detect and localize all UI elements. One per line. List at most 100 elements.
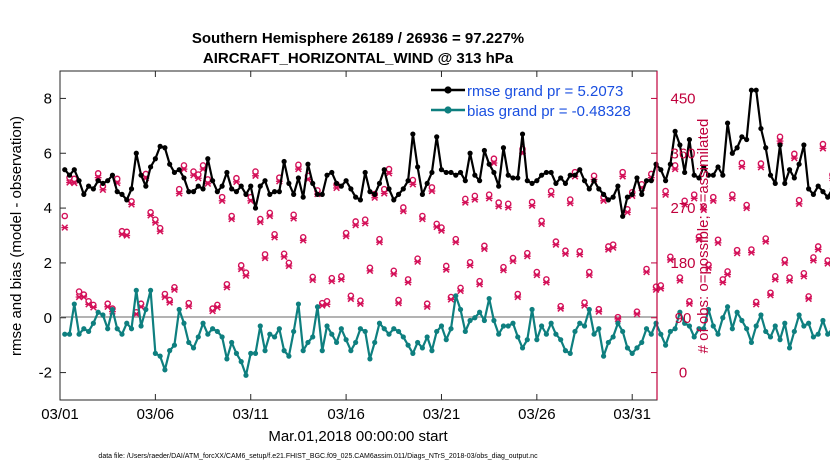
rmse-point: [147, 164, 154, 170]
obs-assimilated-point: [366, 267, 374, 275]
obs-assimilated-point: [218, 197, 226, 205]
bias-point: [810, 334, 817, 340]
rmse-point: [138, 172, 144, 178]
bias-point: [443, 337, 449, 343]
obs-assimilated-point: [552, 241, 560, 248]
bias-point: [109, 306, 116, 313]
bias-point: [152, 350, 158, 356]
rmse-point: [90, 186, 96, 192]
obs-assimilated-point: [528, 202, 536, 209]
obs-assimilated-point: [695, 236, 703, 244]
bias-point: [701, 326, 707, 332]
bias-point: [262, 348, 268, 354]
bias-point: [734, 309, 740, 315]
bias-point: [472, 315, 478, 321]
rmse-point: [176, 167, 182, 173]
rmse-point: [152, 156, 158, 162]
rmse-point: [162, 145, 168, 151]
bias-point: [801, 323, 807, 329]
rmse-point: [672, 128, 678, 134]
bias-point: [529, 306, 535, 313]
rmse-point: [248, 183, 254, 189]
bias-point: [186, 339, 192, 346]
rmse-point: [744, 136, 750, 143]
bias-point: [748, 339, 755, 346]
obs-assimilated-point: [814, 246, 822, 253]
obs-assimilated-point: [233, 178, 240, 186]
bias-point: [333, 339, 340, 346]
bias-point: [615, 320, 621, 326]
bias-point: [167, 348, 173, 354]
rmse-point: [820, 189, 826, 195]
rmse-point: [801, 142, 807, 148]
bias-point: [229, 339, 235, 346]
rmse-point: [758, 125, 764, 132]
bias-point: [796, 312, 802, 318]
bias-point: [567, 350, 573, 356]
bias-point: [486, 295, 492, 302]
bias-point: [739, 317, 745, 324]
bias-point: [600, 353, 607, 359]
bias-point: [820, 317, 826, 324]
obs-assimilated-point: [395, 299, 402, 307]
rmse-point: [467, 150, 473, 156]
obs-assimilated-point: [676, 277, 684, 284]
rmse-point: [128, 186, 135, 192]
obs-assimilated-point: [299, 237, 307, 244]
rmse-point: [324, 172, 330, 178]
rmse-point: [658, 167, 664, 173]
rmse-point: [472, 172, 478, 178]
bias-point: [200, 320, 206, 326]
rmse-point: [772, 180, 778, 187]
bias-point: [324, 323, 330, 329]
bias-point: [381, 326, 387, 332]
rmse-point: [348, 186, 354, 192]
obs-assimilated-point: [819, 145, 827, 152]
bias-point: [86, 328, 92, 335]
obs-assimilated-point: [194, 174, 202, 182]
obs-assimilated-point: [743, 204, 751, 212]
rmse-point: [157, 143, 163, 149]
bias-point: [143, 306, 149, 313]
obs-assimilated-point: [161, 293, 169, 301]
obs-assimilated-point: [442, 266, 450, 273]
obs-assimilated-point: [810, 257, 817, 264]
obs-assimilated-point: [805, 295, 813, 303]
bias-point: [724, 304, 731, 310]
rmse-point: [610, 194, 616, 200]
rmse-point: [95, 178, 101, 184]
obs-possible-point: [490, 155, 498, 163]
bias-point: [138, 323, 144, 329]
rmse-point: [415, 164, 421, 170]
right-y-tick-label: 180: [670, 255, 695, 272]
obs-possible-point: [776, 133, 784, 141]
bias-point: [539, 323, 545, 329]
obs-assimilated-point: [266, 212, 274, 220]
rmse-point: [167, 161, 173, 167]
bias-point: [481, 317, 487, 324]
rmse-point: [267, 191, 273, 197]
obs-assimilated-point: [781, 259, 789, 267]
rmse-point: [205, 156, 211, 162]
obs-possible-point: [61, 212, 69, 220]
obs-possible-point: [295, 161, 302, 169]
bias-point: [362, 328, 368, 335]
rmse-point: [62, 167, 68, 173]
obs-assimilated-point: [657, 285, 665, 292]
obs-assimilated-point: [762, 238, 770, 245]
rmse-point: [825, 194, 830, 200]
rmse-point: [362, 169, 368, 176]
obs-assimilated-point: [485, 195, 493, 202]
bias-point: [434, 328, 440, 335]
obs-assimilated-point: [280, 253, 288, 261]
right-y-tick-label: 0: [679, 365, 687, 382]
obs-assimilated-point: [614, 315, 622, 323]
rmse-point: [572, 172, 578, 178]
obs-assimilated-point: [428, 187, 436, 195]
obs-assimilated-point: [523, 252, 531, 260]
obs-assimilated-point: [447, 296, 455, 303]
bias-point: [271, 334, 278, 340]
obs-assimilated-point: [690, 195, 698, 202]
rmse-point: [786, 167, 793, 173]
rmse-point: [653, 161, 659, 167]
